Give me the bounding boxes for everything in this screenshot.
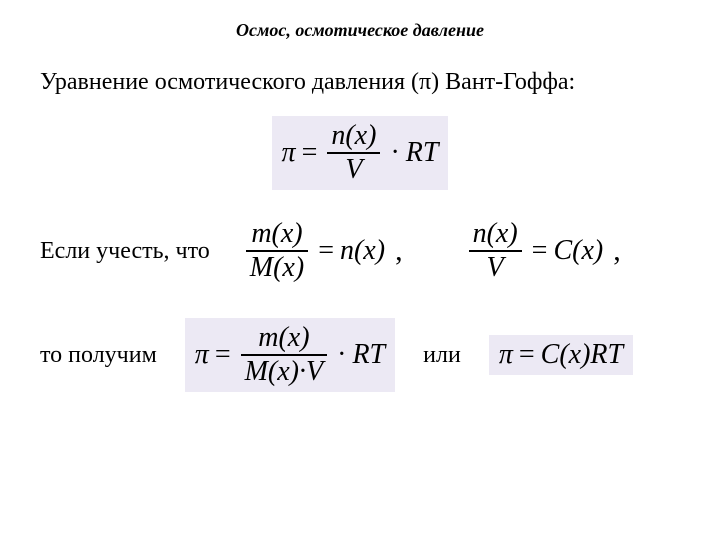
equation-pi-m-over-MV-RT: π = m(x) M(x)·V · RT — [185, 318, 395, 392]
rhs: C(x)RT — [541, 341, 623, 369]
rhs: C(x) — [553, 237, 603, 265]
equation-pi-nRT-over-V: π = n(x) V · RT — [272, 116, 449, 190]
sym-pi: π — [282, 139, 296, 167]
sym-RT: RT — [406, 139, 439, 167]
numerator: n(x) — [469, 220, 522, 248]
text-or: или — [423, 342, 461, 369]
equation-row-1: π = n(x) V · RT — [40, 116, 680, 190]
equation-pi-eq-CRT: π = C(x)RT — [489, 335, 633, 375]
sym-dot: · — [390, 139, 399, 167]
rhs: n(x) — [340, 237, 385, 265]
sym-pi: π — [195, 341, 209, 369]
slide-title: Осмос, осмотическое давление — [40, 20, 680, 41]
sym-eq: = — [302, 139, 318, 167]
denominator: V — [483, 254, 508, 282]
text-then-obtain: то получим — [40, 342, 157, 369]
fraction: m(x) M(x) — [246, 220, 308, 282]
numerator: m(x) — [247, 220, 306, 248]
equation-row-2: Если учесть, что m(x) M(x) = n(x) , n(x)… — [40, 218, 680, 284]
denominator: M(x) — [246, 254, 308, 282]
equation-row-3: то получим π = m(x) M(x)·V · RT или π = … — [40, 318, 680, 392]
sym-eq: = — [318, 237, 334, 265]
numerator: m(x) — [254, 324, 313, 352]
sym-RT: RT — [352, 341, 385, 369]
denominator: V — [341, 156, 366, 184]
comma-2: , — [613, 234, 621, 268]
statement-vant-hoff: Уравнение осмотического давления (π) Ван… — [40, 69, 680, 96]
sym-eq: = — [532, 237, 548, 265]
equation-m-over-M-eq-n: m(x) M(x) = n(x) — [238, 218, 389, 284]
equation-n-over-V-eq-C: n(x) V = C(x) — [461, 218, 608, 284]
sym-dot: · — [337, 341, 346, 369]
sym-eq: = — [519, 341, 535, 369]
text-if-consider: Если учесть, что — [40, 238, 210, 265]
denominator: M(x)·V — [241, 358, 328, 386]
slide: Осмос, осмотическое давление Уравнение о… — [0, 0, 720, 540]
numerator: n(x) — [327, 122, 380, 150]
fraction: m(x) M(x)·V — [241, 324, 328, 386]
fraction: n(x) V — [469, 220, 522, 282]
sym-eq: = — [215, 341, 231, 369]
sym-pi: π — [499, 341, 513, 369]
comma-1: , — [395, 234, 403, 268]
fraction: n(x) V — [327, 122, 380, 184]
